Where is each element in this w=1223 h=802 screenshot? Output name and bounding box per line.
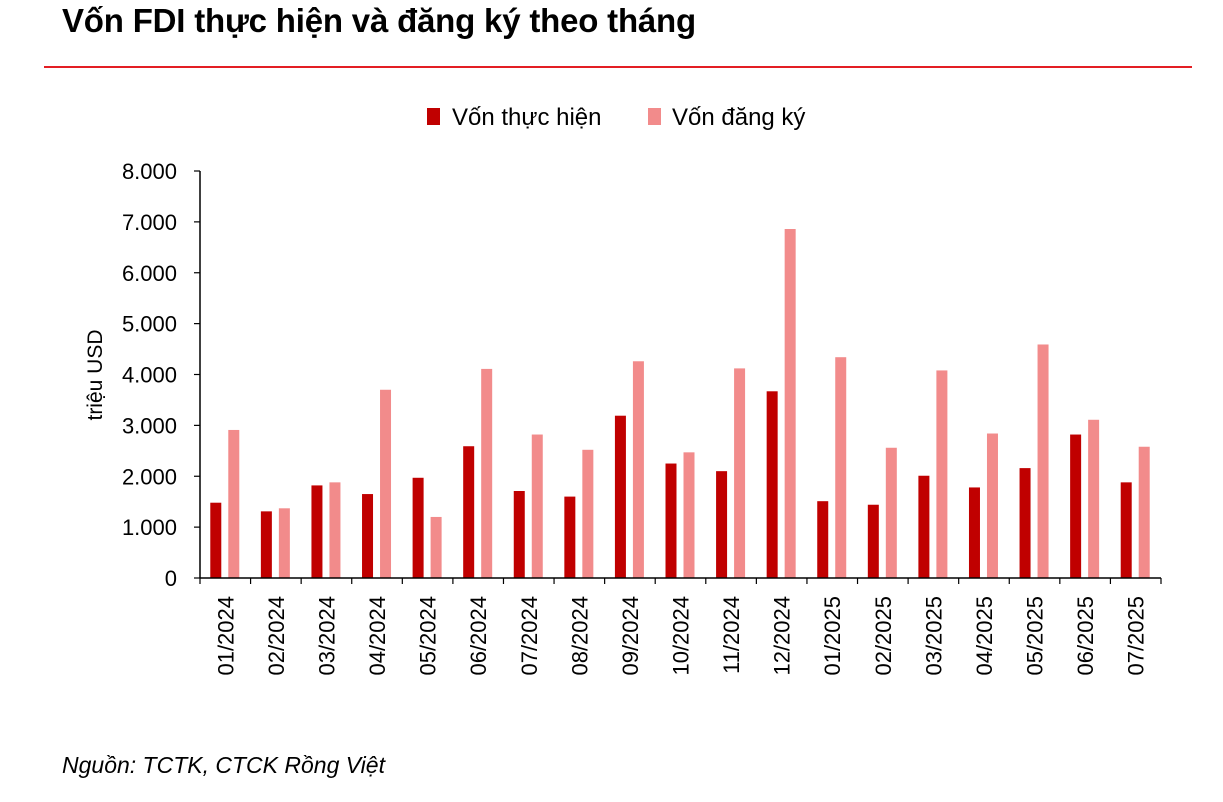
bar-realized-07-2024 bbox=[513, 491, 525, 578]
y-tick-label: 1.000 bbox=[122, 515, 177, 540]
bar-registered-04-2024 bbox=[380, 389, 392, 578]
bar-realized-06-2025 bbox=[1070, 434, 1082, 578]
bar-registered-03-2024 bbox=[329, 482, 341, 578]
x-tick-label: 01/2025 bbox=[820, 596, 845, 676]
bar-registered-07-2025 bbox=[1138, 446, 1150, 578]
x-tick-label: 08/2024 bbox=[567, 596, 592, 676]
bar-registered-08-2024 bbox=[582, 449, 594, 578]
x-tick-label: 02/2025 bbox=[871, 596, 896, 676]
fdi-bar-chart: Vốn thực hiện Vốn đăng ký 0 1.000 2.000 3.00… bbox=[84, 104, 1162, 676]
bar-realized-05-2025 bbox=[1019, 468, 1031, 578]
legend-swatch-1 bbox=[427, 108, 440, 125]
bar-registered-09-2024 bbox=[632, 361, 644, 578]
x-tick-label: 03/2024 bbox=[314, 596, 339, 676]
bar-realized-02-2024 bbox=[260, 511, 272, 578]
bar-registered-06-2024 bbox=[481, 368, 493, 578]
x-tick-label: 11/2024 bbox=[719, 596, 744, 674]
bar-realized-08-2024 bbox=[564, 496, 576, 578]
source-note: Nguồn: TCTK, CTCK Rồng Việt bbox=[62, 752, 385, 778]
bar-series bbox=[210, 228, 1150, 578]
bar-realized-02-2025 bbox=[867, 504, 879, 578]
x-tick-label: 09/2024 bbox=[618, 596, 643, 676]
bar-realized-06-2024 bbox=[463, 446, 475, 578]
x-tick-label: 03/2025 bbox=[921, 596, 946, 676]
x-tick-label: 04/2024 bbox=[365, 596, 390, 676]
x-tick-label: 06/2025 bbox=[1073, 596, 1098, 676]
bar-registered-01-2025 bbox=[835, 357, 847, 578]
y-tick-label: 7.000 bbox=[122, 210, 177, 235]
bar-realized-01-2024 bbox=[210, 502, 222, 578]
bar-registered-03-2025 bbox=[936, 370, 948, 578]
legend-label-1: Vốn thực hiện bbox=[452, 104, 602, 131]
y-axis: 0 1.000 2.000 3.000 4.000 5.000 6.000 7.000 8.00… bbox=[84, 159, 201, 591]
bar-realized-10-2024 bbox=[665, 463, 677, 578]
x-tick-label: 02/2024 bbox=[264, 596, 289, 676]
x-tick-label: 01/2024 bbox=[213, 596, 238, 676]
bar-realized-11-2024 bbox=[716, 471, 728, 578]
y-tick-label: 6.000 bbox=[122, 261, 177, 286]
bar-registered-11-2024 bbox=[734, 368, 746, 578]
bar-registered-07-2024 bbox=[531, 434, 543, 578]
y-tick-label: 0 bbox=[165, 566, 177, 591]
bar-realized-03-2025 bbox=[918, 475, 930, 578]
bar-realized-04-2024 bbox=[362, 494, 374, 578]
bar-realized-12-2024 bbox=[766, 391, 778, 578]
chart-title: Vốn FDI thực hiện và đăng ký theo tháng bbox=[62, 2, 696, 39]
y-axis-label: triệu USD bbox=[84, 329, 107, 420]
x-tick-label: 07/2025 bbox=[1124, 596, 1149, 676]
x-axis: 01/2024 02/2024 03/2024 04/2024 05/2024 06/20… bbox=[199, 577, 1162, 676]
x-tick-label: 07/2024 bbox=[517, 596, 542, 676]
legend-swatch-2 bbox=[648, 108, 661, 125]
chart-legend: Vốn thực hiện Vốn đăng ký bbox=[427, 104, 805, 131]
bar-registered-05-2024 bbox=[430, 516, 442, 578]
x-tick-label: 04/2025 bbox=[972, 596, 997, 676]
bar-realized-01-2025 bbox=[817, 501, 829, 578]
x-tick-label: 12/2024 bbox=[770, 596, 795, 676]
x-tick-label: 10/2024 bbox=[669, 596, 694, 676]
y-tick-label: 3.000 bbox=[122, 413, 177, 438]
bar-registered-05-2025 bbox=[1037, 344, 1049, 578]
x-tick-label: 05/2025 bbox=[1023, 596, 1048, 676]
bar-registered-02-2025 bbox=[885, 447, 897, 578]
bar-registered-06-2025 bbox=[1088, 419, 1100, 578]
bar-realized-03-2024 bbox=[311, 485, 323, 578]
bar-registered-12-2024 bbox=[784, 228, 796, 578]
bar-registered-02-2024 bbox=[278, 508, 290, 578]
bar-realized-09-2024 bbox=[614, 415, 626, 578]
bar-realized-04-2025 bbox=[968, 487, 980, 578]
x-tick-label: 05/2024 bbox=[416, 596, 441, 676]
bar-registered-10-2024 bbox=[683, 452, 695, 578]
y-tick-label: 8.000 bbox=[122, 159, 177, 184]
y-tick-label: 5.000 bbox=[122, 312, 177, 337]
bar-realized-07-2025 bbox=[1120, 482, 1132, 578]
y-tick-label: 4.000 bbox=[122, 363, 177, 388]
title-divider bbox=[44, 66, 1192, 68]
x-tick-label: 06/2024 bbox=[466, 596, 491, 676]
legend-label-2: Vốn đăng ký bbox=[672, 104, 805, 131]
bar-registered-04-2025 bbox=[986, 433, 998, 578]
bar-registered-01-2024 bbox=[228, 429, 240, 578]
bar-realized-05-2024 bbox=[412, 477, 424, 578]
y-tick-label: 2.000 bbox=[122, 464, 177, 489]
